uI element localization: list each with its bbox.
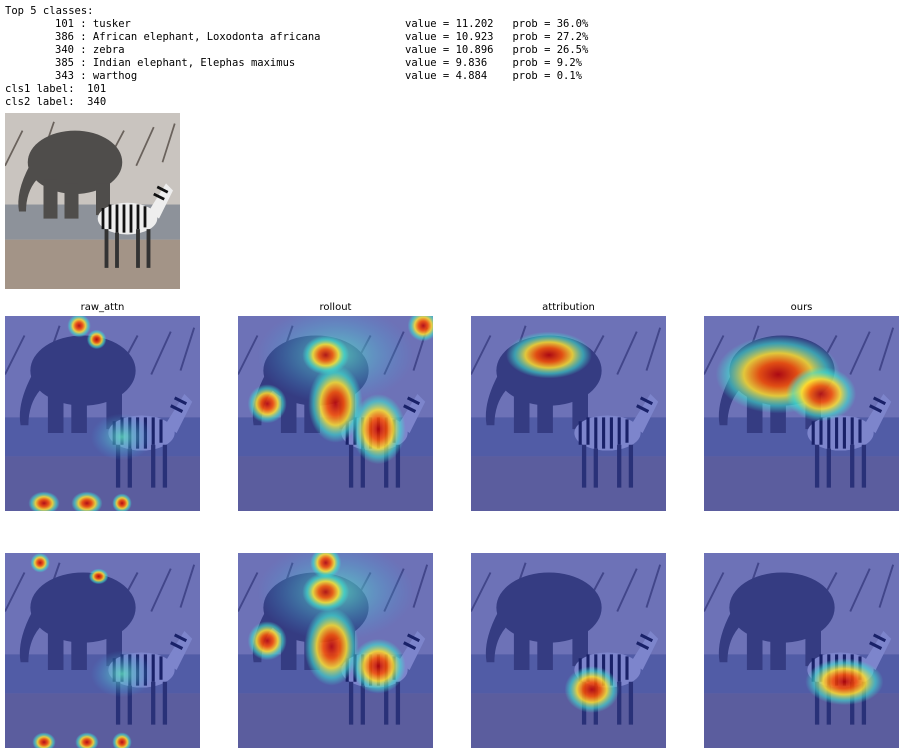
cls2-label: cls2 label: 340 bbox=[5, 96, 107, 108]
cls1-label: cls1 label: 101 bbox=[5, 83, 107, 95]
header: Top 5 classes: bbox=[5, 5, 94, 17]
class-label: 101 : tusker bbox=[55, 18, 131, 30]
heatmap bbox=[704, 316, 899, 511]
heatmap bbox=[704, 553, 899, 748]
class-label: 340 : zebra bbox=[55, 44, 125, 56]
class-score: value = 9.836 prob = 9.2% bbox=[405, 57, 583, 69]
heatmap bbox=[5, 316, 200, 511]
panel-title: ours bbox=[790, 302, 813, 313]
class-score: value = 10.923 prob = 27.2% bbox=[405, 31, 589, 43]
panel-title: attribution bbox=[542, 302, 595, 313]
panel-title: raw_attn bbox=[80, 302, 125, 313]
class-score: value = 11.202 prob = 36.0% bbox=[405, 18, 589, 30]
heatmap bbox=[471, 316, 666, 511]
heatmap bbox=[238, 553, 433, 748]
heatmap bbox=[238, 316, 433, 511]
heatmap bbox=[5, 553, 200, 748]
class-score: value = 10.896 prob = 26.5% bbox=[405, 44, 589, 56]
heatmap bbox=[471, 553, 666, 748]
panel-title: rollout bbox=[319, 302, 352, 313]
class-label: 385 : Indian elephant, Elephas maximus bbox=[55, 57, 296, 69]
class-label: 386 : African elephant, Loxodonta africa… bbox=[55, 31, 321, 43]
class-label: 343 : warthog bbox=[55, 70, 138, 82]
input-image bbox=[5, 113, 180, 289]
class-score: value = 4.884 prob = 0.1% bbox=[405, 70, 583, 82]
